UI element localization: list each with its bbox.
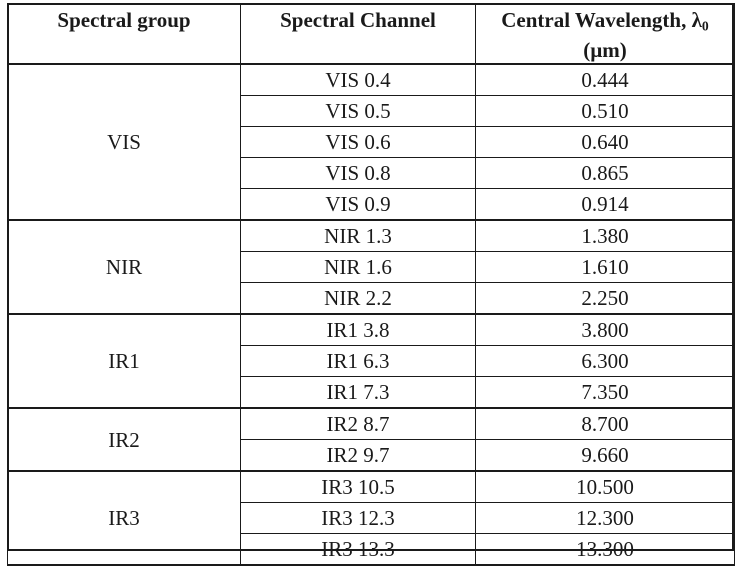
central-wavelength-cell: 6.300 bbox=[475, 345, 735, 378]
header-central-wavelength: Central Wavelength, λ0 (µm) bbox=[475, 3, 735, 66]
spectral-channel-cell: NIR 1.3 bbox=[240, 219, 476, 253]
table-row: IR2 9.7 9.660 bbox=[8, 439, 735, 473]
spectral-channel-cell: IR2 9.7 bbox=[240, 439, 476, 473]
header-wavelength-subscript: 0 bbox=[701, 18, 709, 34]
header-spectral-channel: Spectral Channel bbox=[240, 3, 476, 66]
central-wavelength-cell: 0.640 bbox=[475, 126, 735, 159]
spectral-group-cell: IR3 bbox=[7, 470, 241, 566]
central-wavelength-cell: 1.380 bbox=[475, 219, 735, 253]
table-row: VIS 0.5 0.510 bbox=[8, 95, 735, 128]
central-wavelength-cell: 0.444 bbox=[475, 63, 735, 97]
spectral-channel-cell: IR2 8.7 bbox=[240, 407, 476, 441]
spectral-channel-cell: IR1 6.3 bbox=[240, 345, 476, 378]
central-wavelength-cell: 9.660 bbox=[475, 439, 735, 473]
table-row: NIR 2.2 2.250 bbox=[8, 282, 735, 316]
spectral-channel-cell: IR1 7.3 bbox=[240, 376, 476, 410]
spectral-channel-cell: VIS 0.8 bbox=[240, 157, 476, 190]
spectral-group-cell: NIR bbox=[7, 219, 241, 316]
central-wavelength-cell: 0.865 bbox=[475, 157, 735, 190]
spectral-group-cell: VIS bbox=[7, 63, 241, 222]
table-row: IR2 IR2 8.7 8.700 bbox=[7, 407, 735, 473]
spectral-channel-cell: IR1 3.8 bbox=[240, 313, 476, 347]
spectral-channel-cell: VIS 0.6 bbox=[240, 126, 476, 159]
central-wavelength-cell: 0.510 bbox=[475, 95, 735, 128]
table-row: VIS VIS 0.4 0.444 bbox=[7, 63, 735, 222]
header-spectral-group: Spectral group bbox=[7, 3, 241, 66]
table-row: IR3 IR3 10.5 10.500 bbox=[7, 470, 735, 566]
spectral-group-cell: IR1 bbox=[7, 313, 241, 410]
spectral-group-cell: IR2 bbox=[7, 407, 241, 473]
table-body: VIS VIS 0.4 0.444 VIS 0.5 0.510 VIS 0.6 0.640 V… bbox=[7, 63, 735, 566]
central-wavelength-cell: 12.300 bbox=[475, 502, 735, 535]
table-row: IR3 12.3 12.300 bbox=[8, 502, 735, 535]
table-row: IR1 6.3 6.300 bbox=[8, 345, 735, 378]
header-wavelength-label: Central Wavelength, λ bbox=[501, 8, 702, 32]
spectral-channel-cell: IR3 12.3 bbox=[240, 502, 476, 535]
table-row: VIS 0.9 0.914 bbox=[8, 188, 735, 222]
central-wavelength-cell: 1.610 bbox=[475, 251, 735, 284]
central-wavelength-cell: 0.914 bbox=[475, 188, 735, 222]
spectral-channel-cell: VIS 0.5 bbox=[240, 95, 476, 128]
table-row: IR1 IR1 3.8 3.800 bbox=[7, 313, 735, 410]
central-wavelength-cell: 7.350 bbox=[475, 376, 735, 410]
spectral-channel-cell: VIS 0.4 bbox=[240, 63, 476, 97]
table-row: VIS 0.8 0.865 bbox=[8, 157, 735, 190]
table-row: IR1 7.3 7.350 bbox=[8, 376, 735, 410]
spectral-channel-cell: NIR 1.6 bbox=[240, 251, 476, 284]
header-wavelength-unit: (µm) bbox=[583, 38, 627, 63]
central-wavelength-cell: 10.500 bbox=[475, 470, 735, 504]
table-row: NIR 1.6 1.610 bbox=[8, 251, 735, 284]
spectral-channel-cell: VIS 0.9 bbox=[240, 188, 476, 222]
spectral-channels-table: Spectral group Spectral Channel Central … bbox=[7, 3, 735, 566]
spectral-channel-cell: NIR 2.2 bbox=[240, 282, 476, 316]
table-header-row: Spectral group Spectral Channel Central … bbox=[7, 3, 735, 66]
spectral-channel-cell: IR3 10.5 bbox=[240, 470, 476, 504]
table-row: NIR NIR 1.3 1.380 bbox=[7, 219, 735, 316]
central-wavelength-cell: 2.250 bbox=[475, 282, 735, 316]
central-wavelength-cell: 3.800 bbox=[475, 313, 735, 347]
central-wavelength-cell: 8.700 bbox=[475, 407, 735, 441]
